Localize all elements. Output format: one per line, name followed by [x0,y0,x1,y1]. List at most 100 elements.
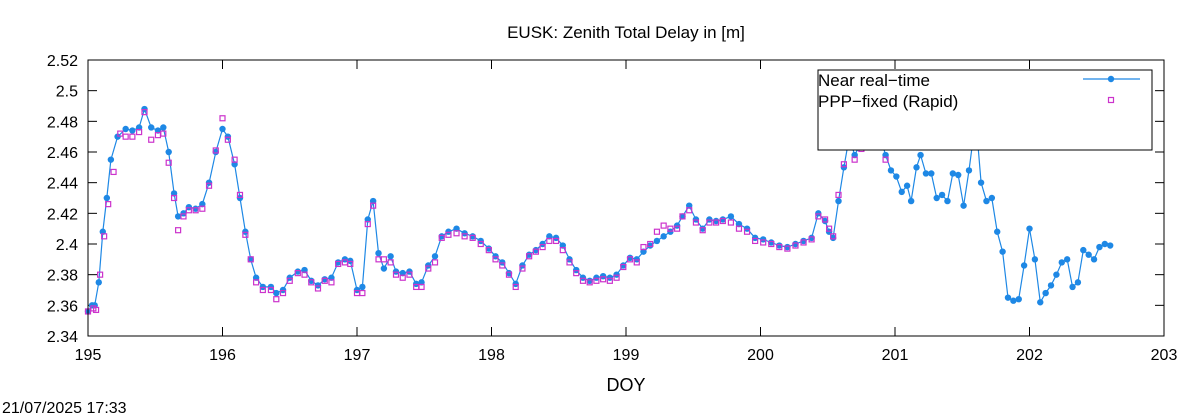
data-point-ppp-fixed [273,296,280,303]
data-point-near-real-time [586,277,593,284]
data-point-near-real-time [977,179,985,186]
data-point-near-real-time [1074,279,1082,286]
data-point-near-real-time [679,213,686,220]
data-point-ppp-fixed [626,256,634,263]
y-tick-label: 2.42 [47,206,78,223]
data-point-ppp-fixed [380,256,387,263]
data-point-ppp-fixed [347,260,354,268]
data-point-ppp-fixed [792,242,799,249]
data-point-ppp-fixed [321,277,328,284]
data-point-near-real-time [1031,256,1039,263]
data-point-ppp-fixed [539,243,546,251]
data-point-ppp-fixed [613,274,620,281]
data-point-near-real-time [129,127,136,134]
data-point-ppp-fixed [821,216,829,223]
plot-frame [87,59,1165,337]
data-point-near-real-time [887,167,895,174]
data-point-ppp-fixed [148,136,155,143]
legend-label-ppp-fixed: PPP−fixed (Rapid) [818,92,958,111]
y-tick-label: 2.44 [47,176,78,193]
data-point-ppp-fixed [784,245,791,252]
data-point-near-real-time [994,228,1001,235]
data-point-ppp-fixed [247,256,254,263]
x-tick-label: 200 [747,347,774,364]
data-point-near-real-time [893,173,900,180]
data-point-ppp-fixed [835,191,842,199]
data-point-near-real-time [431,253,439,260]
data-point-ppp-fixed [679,213,686,220]
data-point-ppp-fixed [141,109,148,116]
data-point-near-real-time [247,256,254,263]
data-point-ppp-fixed [242,231,249,238]
data-point-near-real-time [699,225,706,232]
data-point-ppp-fixed [566,259,573,266]
data-point-near-real-time [776,242,783,249]
data-point-ppp-fixed [653,228,661,235]
data-point-ppp-fixed [259,286,266,294]
data-point-near-real-time [1042,289,1049,297]
data-point-near-real-time [1101,240,1109,248]
data-point-near-real-time [647,242,654,249]
x-tick-label: 197 [344,347,371,364]
data-point-near-real-time [960,202,967,209]
data-point-ppp-fixed [129,133,136,140]
data-point-near-real-time [955,171,962,179]
series-layer [84,105,1114,315]
data-point-near-real-time [122,125,129,133]
data-point-ppp-fixed [294,270,301,277]
data-point-near-real-time [1037,299,1044,306]
data-point-ppp-fixed [328,279,335,286]
y-axis-ticks: 2.34 2.36 2.38 2.4 2.42 2.44 2.46 2.48 2.5 2.52 [47,53,1164,346]
data-point-ppp-fixed [719,217,726,225]
data-point-near-real-time [784,243,791,251]
data-point-near-real-time [792,240,799,248]
data-point-near-real-time [965,167,973,174]
data-point-ppp-fixed [499,262,506,269]
data-point-ppp-fixed [286,277,293,284]
data-point-ppp-fixed [546,237,553,245]
data-point-ppp-fixed [335,260,342,268]
data-point-near-real-time [835,197,842,205]
data-point-ppp-fixed [199,205,206,212]
data-point-near-real-time [165,148,172,156]
data-point-near-real-time [944,197,951,205]
data-point-ppp-fixed [110,168,117,176]
data-point-ppp-fixed [445,231,452,238]
data-point-near-real-time [1047,282,1055,289]
data-point-near-real-time [273,289,280,297]
data-point-ppp-fixed [840,161,847,168]
data-point-near-real-time [380,265,388,272]
data-point-ppp-fixed [485,247,492,254]
x-tick-label: 199 [613,347,640,364]
data-point-ppp-fixed [370,202,377,209]
data-point-near-real-time [212,148,219,156]
data-point-ppp-fixed [418,283,425,291]
data-point-near-real-time [988,194,996,202]
data-point-ppp-fixed [752,237,759,245]
data-point-near-real-time [1063,256,1071,263]
data-point-ppp-fixed [205,182,213,189]
data-point-near-real-time [653,237,661,245]
data-point-ppp-fixed [387,259,394,266]
data-point-ppp-fixed [314,285,322,292]
data-point-ppp-fixed [438,234,445,241]
data-point-ppp-fixed [699,227,706,234]
data-point-ppp-fixed [180,213,187,220]
data-point-near-real-time [808,234,815,242]
data-point-near-real-time [485,245,493,252]
data-point-ppp-fixed [453,230,460,237]
data-point-ppp-fixed [279,289,287,297]
data-point-near-real-time [999,248,1006,255]
data-point-ppp-fixed [192,207,199,214]
data-point-near-real-time [983,197,990,205]
data-point-ppp-fixed [308,279,315,286]
data-point-near-real-time [469,233,476,240]
data-point-near-real-time [1096,243,1103,251]
data-point-ppp-fixed [620,263,627,271]
data-point-near-real-time [660,233,667,240]
data-point-ppp-fixed [882,156,889,163]
zenith-delay-chart: EUSK: Zenith Total Delay in [m] 2.34 2.36… [47,23,1178,395]
data-point-ppp-fixed [825,225,833,232]
data-point-near-real-time [387,253,394,260]
y-tick-label: 2.34 [47,329,78,346]
